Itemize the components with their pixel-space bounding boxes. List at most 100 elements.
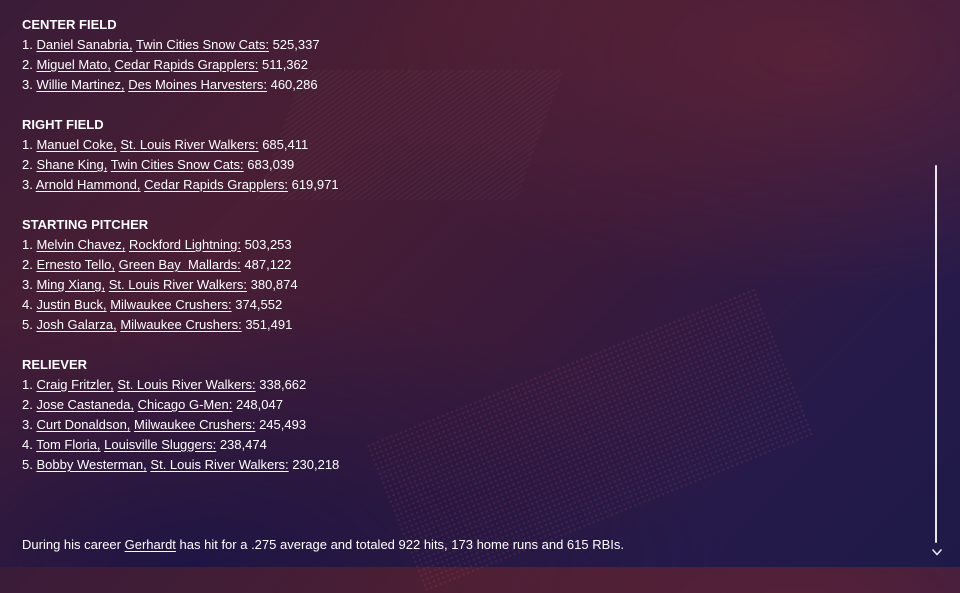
ranking-row: 2. Shane King, Twin Cities Snow Cats: 68… bbox=[22, 155, 902, 175]
separator: : bbox=[284, 177, 288, 192]
vote-points: 238,474 bbox=[219, 437, 267, 452]
team-link[interactable]: Milwaukee Crushers bbox=[120, 317, 239, 332]
rank-number: 3. bbox=[22, 277, 33, 292]
ranking-row: 1. Melvin Chavez, Rockford Lightning: 50… bbox=[22, 235, 902, 255]
team-link[interactable]: Cedar Rapids Grapplers bbox=[114, 57, 255, 72]
position-section: RELIEVER 1. Craig Fritzler, St. Louis Riv… bbox=[22, 355, 902, 475]
vertical-scrollbar[interactable] bbox=[930, 165, 942, 543]
player-link[interactable]: Tom Floria bbox=[36, 437, 97, 452]
rank-number: 1. bbox=[22, 237, 33, 252]
rank-number: 1. bbox=[22, 137, 33, 152]
team-link[interactable]: Des Moines Harvesters bbox=[128, 77, 264, 92]
ranking-row: 2. Miguel Mato, Cedar Rapids Grapplers: … bbox=[22, 55, 902, 75]
vote-points: 619,971 bbox=[291, 177, 339, 192]
separator: : bbox=[238, 317, 242, 332]
section-title: STARTING PITCHER bbox=[22, 217, 149, 232]
player-link[interactable]: Ming Xiang bbox=[36, 277, 102, 292]
separator: , bbox=[107, 57, 111, 72]
section-title: RIGHT FIELD bbox=[22, 117, 104, 132]
separator: : bbox=[263, 77, 267, 92]
separator: , bbox=[130, 397, 135, 412]
separator: : bbox=[251, 417, 256, 432]
separator: , bbox=[113, 317, 117, 332]
separator: : bbox=[254, 137, 259, 152]
player-link[interactable]: Manuel Coke bbox=[36, 137, 114, 152]
ranking-row: 3. Willie Martinez, Des Moines Harvester… bbox=[22, 75, 902, 95]
team-link[interactable]: St. Louis River Walkers bbox=[120, 137, 255, 152]
player-link[interactable]: Jose Castaneda bbox=[36, 397, 131, 412]
chevron-down-icon[interactable] bbox=[930, 545, 944, 559]
separator: : bbox=[228, 397, 233, 412]
player-link[interactable]: Ernesto Tello bbox=[36, 257, 112, 272]
team-link[interactable]: Twin Cities Snow Cats bbox=[110, 157, 241, 172]
separator: : bbox=[237, 257, 241, 272]
rank-number: 5. bbox=[22, 317, 33, 332]
section-title: CENTER FIELD bbox=[22, 17, 117, 32]
rank-number: 2. bbox=[22, 397, 33, 412]
player-link[interactable]: Craig Fritzler bbox=[36, 377, 111, 392]
vote-points: 487,122 bbox=[244, 257, 292, 272]
separator: : bbox=[227, 297, 232, 312]
separator: , bbox=[103, 157, 108, 172]
team-link[interactable]: Louisville Sluggers bbox=[104, 437, 213, 452]
team-link[interactable]: Twin Cities Snow Cats bbox=[136, 37, 266, 52]
player-link[interactable]: Daniel Sanabria bbox=[36, 37, 129, 52]
player-link[interactable]: Melvin Chavez bbox=[36, 237, 122, 252]
separator: : bbox=[240, 157, 244, 172]
player-link-gerhardt[interactable]: Gerhardt bbox=[124, 537, 176, 552]
separator: , bbox=[120, 77, 125, 92]
rank-number: 3. bbox=[22, 177, 33, 192]
separator: : bbox=[237, 237, 242, 252]
ranking-row: 1. Craig Fritzler, St. Louis River Walke… bbox=[22, 375, 902, 395]
position-section: STARTING PITCHER 1. Melvin Chavez, Rockfo… bbox=[22, 215, 902, 335]
separator: : bbox=[285, 457, 289, 472]
vote-points: 460,286 bbox=[270, 77, 318, 92]
vote-points: 351,491 bbox=[245, 317, 293, 332]
vote-points: 248,047 bbox=[235, 397, 283, 412]
team-link[interactable]: St. Louis River Walkers bbox=[108, 277, 244, 292]
separator: , bbox=[136, 177, 141, 192]
team-link[interactable]: Rockford Lightning bbox=[128, 237, 238, 252]
rank-number: 4. bbox=[22, 437, 33, 452]
vote-points: 245,493 bbox=[259, 417, 307, 432]
vote-points: 525,337 bbox=[272, 37, 320, 52]
player-link[interactable]: Miguel Mato bbox=[36, 57, 108, 72]
player-link[interactable]: Arnold Hammond bbox=[35, 177, 137, 192]
team-link[interactable]: Milwaukee Crushers bbox=[110, 297, 228, 312]
rank-number: 3. bbox=[22, 77, 33, 92]
position-section: CENTER FIELD 1. Daniel Sanabria, Twin Cit… bbox=[22, 15, 902, 95]
ranking-row: 4. Tom Floria, Louisville Sluggers: 238,… bbox=[22, 435, 902, 455]
separator: : bbox=[265, 37, 269, 52]
ranking-row: 2. Ernesto Tello, Green Bay Mallards: 48… bbox=[22, 255, 902, 275]
separator: , bbox=[121, 237, 126, 252]
separator: : bbox=[212, 437, 217, 452]
player-link[interactable]: Curt Donaldson bbox=[36, 417, 127, 432]
separator: , bbox=[102, 297, 107, 312]
player-link[interactable]: Willie Martinez bbox=[36, 77, 121, 92]
player-link[interactable]: Shane King bbox=[36, 157, 104, 172]
team-link[interactable]: Green Bay Mallards bbox=[118, 257, 238, 272]
scrollbar-track[interactable] bbox=[935, 165, 937, 543]
ranking-row: 2. Jose Castaneda, Chicago G-Men: 248,04… bbox=[22, 395, 902, 415]
team-link[interactable]: St. Louis River Walkers bbox=[150, 457, 286, 472]
career-summary-prefix: During his career bbox=[22, 537, 125, 552]
vote-points: 685,411 bbox=[262, 137, 309, 152]
player-link[interactable]: Josh Galarza bbox=[36, 317, 114, 332]
rank-number: 2. bbox=[22, 157, 33, 172]
vote-points: 511,362 bbox=[261, 57, 308, 72]
team-link[interactable]: Cedar Rapids Grapplers bbox=[144, 177, 285, 192]
player-link[interactable]: Justin Buck bbox=[36, 297, 103, 312]
ranking-row: 5. Bobby Westerman, St. Louis River Walk… bbox=[22, 455, 902, 475]
player-link[interactable]: Bobby Westerman bbox=[36, 457, 144, 472]
team-link[interactable]: St. Louis River Walkers bbox=[117, 377, 253, 392]
career-summary: During his career Gerhardt has hit for a… bbox=[22, 535, 624, 555]
team-link[interactable]: Chicago G-Men bbox=[137, 397, 229, 412]
separator: : bbox=[254, 57, 259, 72]
career-summary-suffix: has hit for a .275 average and totaled 9… bbox=[175, 537, 624, 552]
ranking-row: 4. Justin Buck, Milwaukee Crushers: 374,… bbox=[22, 295, 902, 315]
team-link[interactable]: Milwaukee Crushers bbox=[134, 417, 252, 432]
ranking-row: 3. Curt Donaldson, Milwaukee Crushers: 2… bbox=[22, 415, 902, 435]
ranking-row: 1. Manuel Coke, St. Louis River Walkers:… bbox=[22, 135, 902, 155]
section-title: RELIEVER bbox=[22, 357, 88, 372]
awards-voting-list: CENTER FIELD 1. Daniel Sanabria, Twin Cit… bbox=[22, 15, 902, 495]
